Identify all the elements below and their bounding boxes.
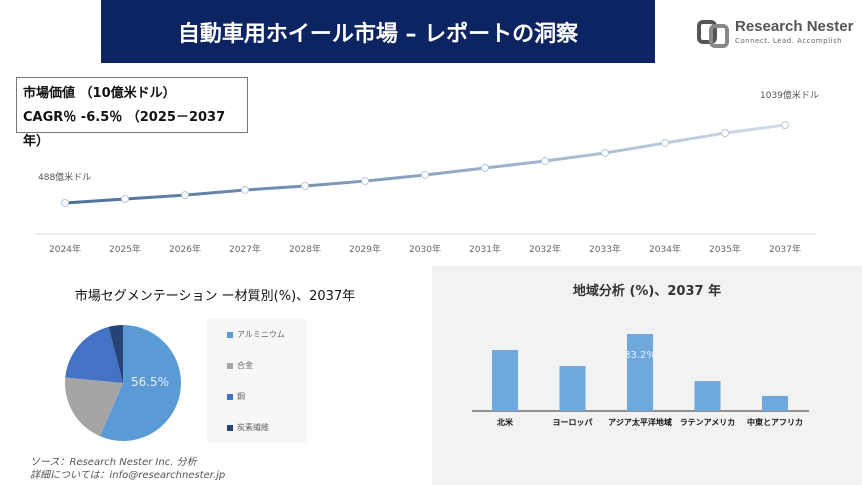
legend-item: 合金 (227, 360, 253, 371)
pie-slice (65, 326, 123, 383)
x-tick-label: 2037年 (769, 243, 801, 255)
legend-item: アルミニウム (227, 329, 285, 340)
bar-data-label: 33.2% (624, 350, 656, 361)
data-point (121, 195, 129, 204)
x-tick-label: 2025年 (109, 243, 141, 255)
data-point (781, 121, 789, 129)
data-point (481, 164, 489, 173)
x-tick-label: 中東とアフリカ (747, 417, 803, 427)
line-chart: 2024年 2025年 2026年 2027年 2028年 2029年 2030年 2031年… (35, 89, 819, 255)
contact-line: 詳細については：info@researchnester.jp (30, 470, 226, 481)
source-note: ソース：Research Nester Inc. 分析 詳細については：info… (30, 456, 225, 482)
pie-slice (99, 325, 181, 441)
bar-title: 地域分析 (%)、2037 年 (572, 284, 722, 299)
data-point (301, 182, 309, 191)
first-value-label: 488億米ドル (38, 171, 91, 183)
x-tick-label: 2034年 (649, 243, 681, 255)
bar (492, 350, 518, 411)
x-tick-label: 2028年 (289, 243, 321, 255)
logo: Research Nester Connect. Lead. Accomplis… (697, 18, 857, 48)
logo-icon (697, 20, 729, 48)
x-tick-label: アジア太平洋地域 (608, 417, 672, 427)
pie-data-label: 56.5% (131, 375, 169, 389)
legend-swatch (227, 362, 233, 369)
page-title: 自動車用ホイール市場 – レポートの洞察 (101, 0, 655, 63)
pie-title: 市場セグメンテーション ー材質別(%)、2037年 (74, 289, 356, 304)
x-tick-label: 2033年 (589, 243, 621, 255)
data-point (541, 156, 549, 165)
data-point (721, 129, 729, 138)
legend-label: 合金 (237, 361, 253, 370)
pie-legend: アルミニウム 合金鋼炭素繊維 (207, 319, 307, 443)
data-point (601, 149, 609, 158)
legend-swatch (227, 424, 233, 431)
x-tick-label: 2032年 (529, 243, 561, 255)
bar (762, 395, 788, 411)
x-tick-label: 2024年 (49, 243, 81, 255)
legend-item: 鋼 (227, 391, 245, 402)
pie-slice (65, 377, 123, 437)
legend-item: 炭素繊維 (227, 422, 269, 433)
x-tick-label: 2030年 (409, 243, 441, 255)
data-point (61, 199, 69, 207)
info-box: 市場価値 （10億米ドル） CAGR％ -6.5％ （2025－2037年） (16, 77, 248, 149)
pie-chart: 56.5% (65, 325, 181, 441)
legend-label: アルミニウム (237, 330, 285, 339)
x-tick-label: 2027年 (229, 243, 261, 255)
bar (627, 334, 653, 411)
data-point (181, 191, 189, 200)
x-tick-label: 2031年 (469, 243, 501, 255)
x-tick-label: ラテンアメリカ (680, 418, 736, 427)
data-point (661, 138, 669, 147)
x-tick-label: 2029年 (349, 243, 381, 255)
data-point (361, 177, 369, 186)
cagr-label: CAGR％ -6.5％ （2025－2037年） (23, 110, 226, 149)
last-value-label: 1039億米ドル (760, 89, 819, 101)
legend-swatch (227, 331, 233, 338)
market-value-label: 市場価値 （10億米ドル） (23, 86, 176, 101)
data-point (241, 185, 249, 194)
legend-swatch (227, 393, 233, 400)
legend-label: 炭素繊維 (237, 423, 269, 432)
series-line (64, 123, 786, 205)
bar (559, 366, 586, 411)
x-tick-label: 2035年 (709, 243, 741, 255)
source-line: ソース：Research Nester Inc. 分析 (30, 457, 197, 468)
x-tick-label: 2026年 (169, 243, 201, 255)
pie-slice (108, 325, 123, 383)
bar (694, 381, 721, 411)
x-tick-label: 北米 (497, 417, 514, 427)
logo-name: Research Nester (735, 18, 854, 35)
logo-tagline: Connect. Lead. Accomplish (735, 37, 843, 45)
x-tick-label: ヨーロッパ (553, 417, 593, 427)
legend-label: 鋼 (237, 392, 245, 401)
data-point (421, 170, 429, 179)
bar-chart: 北米 ヨーロッパ アジア太平洋地域 ラテンアメリカ 中東とアフリカ 33.2% (472, 334, 809, 427)
